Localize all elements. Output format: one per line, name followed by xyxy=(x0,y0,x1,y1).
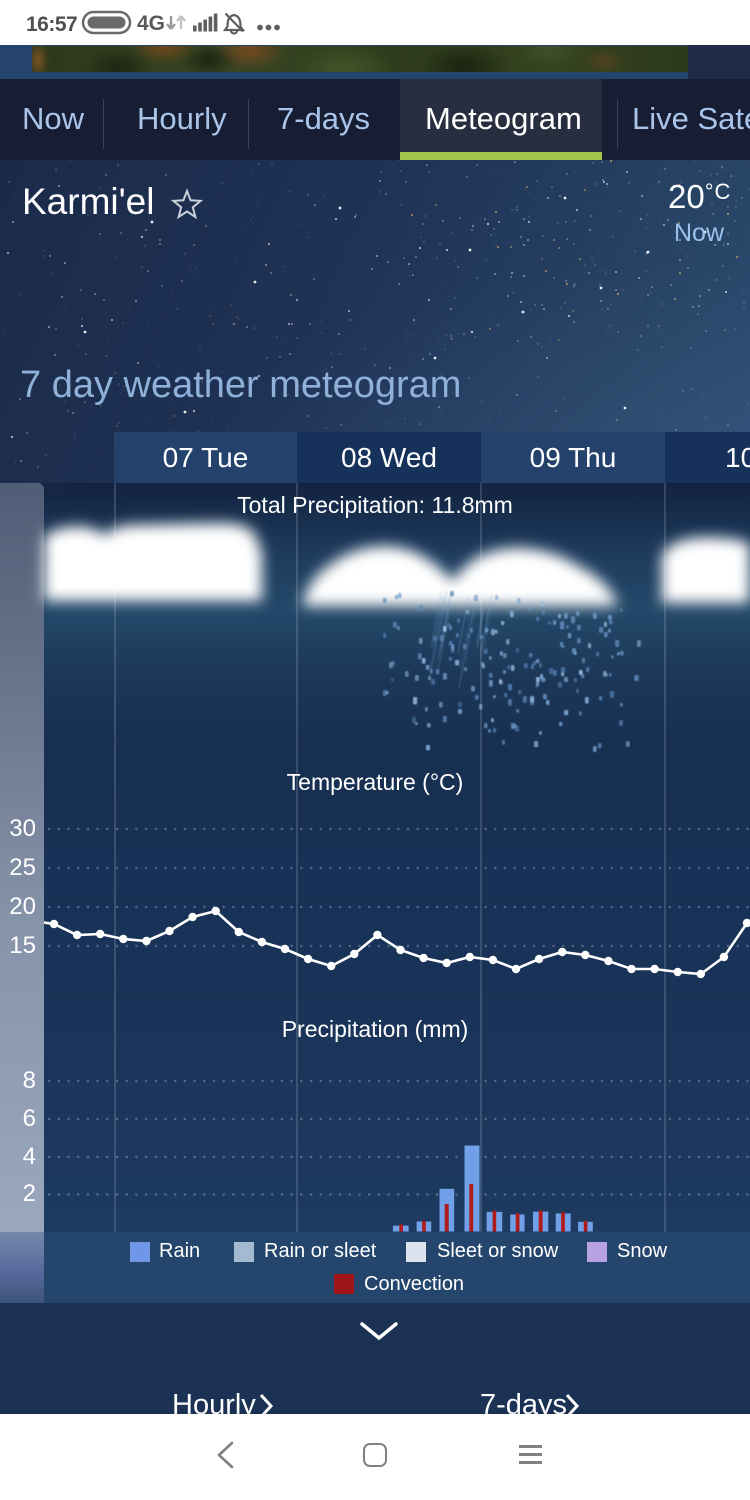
svg-text:4G: 4G xyxy=(137,12,165,35)
